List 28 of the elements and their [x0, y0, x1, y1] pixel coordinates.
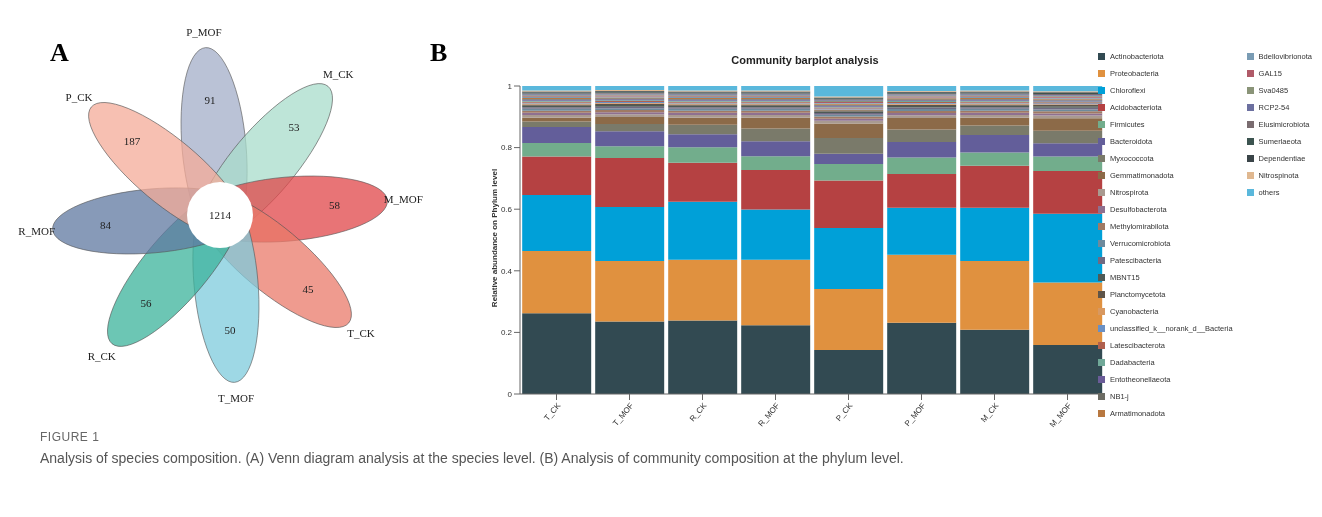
y-tick-label: 1: [507, 81, 513, 91]
y-tick-label: 0.8: [500, 143, 513, 153]
data-label: 91: [204, 94, 216, 107]
category-label: M_CK: [322, 68, 354, 81]
y-tick-label: 0.6: [500, 205, 513, 215]
data-label: 45: [302, 282, 315, 295]
data-label: 187: [123, 135, 141, 148]
caption: FIGURE 1: [40, 430, 101, 444]
category-label: R_CK: [87, 349, 116, 362]
data-label: 56: [140, 297, 153, 310]
text: 1214: [209, 209, 232, 221]
category-label: P_CK: [65, 90, 93, 103]
y-tick-label: 0: [507, 389, 513, 399]
chart-title: Community barplot analysis: [730, 54, 880, 66]
data-label: 84: [99, 219, 112, 232]
data-label: 53: [288, 120, 300, 133]
text: Analysis of species composition. (A) Venn diagram analysis at the species level. (B) Analysis of community composition at the phylum level.: [40, 450, 904, 466]
y-tick-label: 0.4: [500, 266, 513, 276]
category-label: T_CK: [347, 327, 375, 340]
y-axis-title: Relative abundance on Phylum level: [489, 168, 499, 308]
category-label: R_MOF: [18, 225, 56, 238]
category-label: T_MOF: [218, 392, 255, 405]
text: A: [50, 38, 69, 68]
data-label: 50: [224, 323, 237, 336]
text: B: [430, 38, 448, 68]
data-label: 58: [329, 198, 341, 211]
category-label: P_MOF: [186, 25, 222, 38]
y-tick-label: 0.2: [500, 328, 513, 338]
